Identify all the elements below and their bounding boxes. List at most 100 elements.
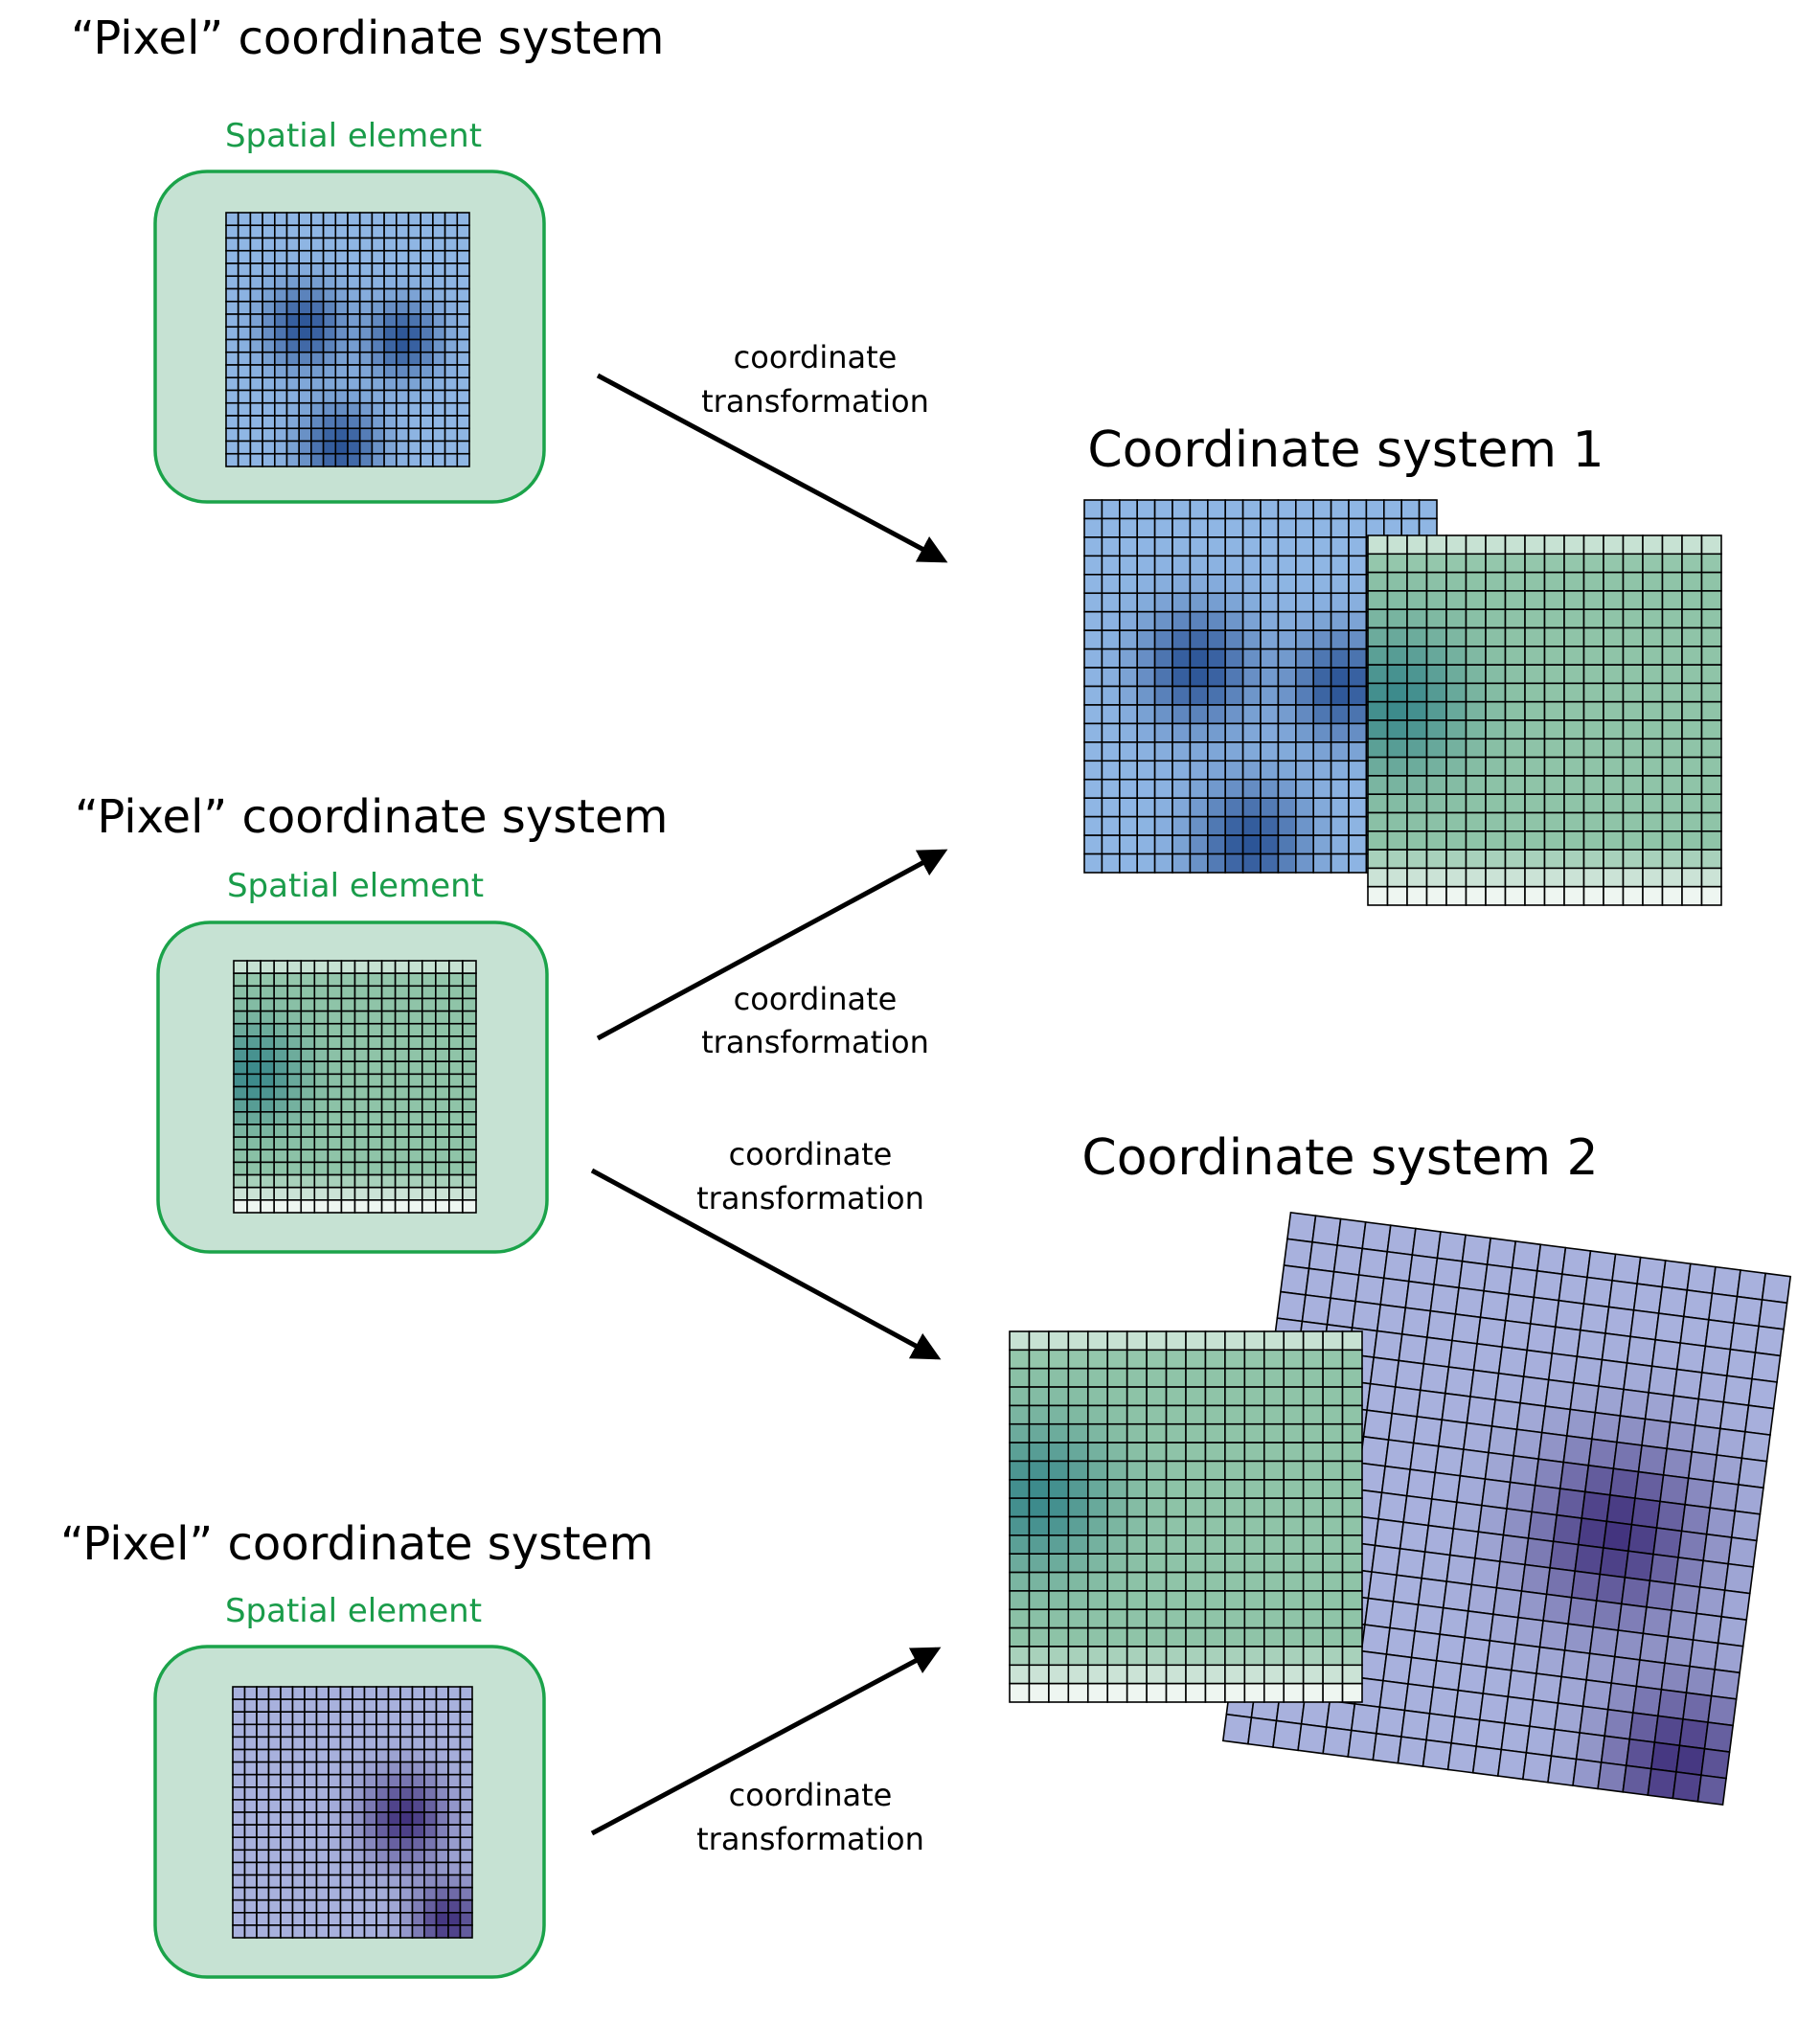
grid-cell <box>1106 1626 1128 1648</box>
grid-cell <box>1425 793 1447 814</box>
grid-cell <box>1700 1345 1732 1377</box>
grid-cell <box>1386 664 1408 685</box>
grid-cell <box>1722 1375 1753 1407</box>
grid-cell <box>304 1748 318 1763</box>
grid-cell <box>225 326 239 341</box>
grid-cell <box>280 1799 294 1813</box>
grid-cell <box>339 1761 353 1776</box>
grid-cell <box>243 1886 258 1901</box>
grid-cell <box>273 376 288 392</box>
grid-cell <box>1330 797 1350 818</box>
grid-cell <box>1341 1404 1363 1425</box>
grid-cell <box>322 389 337 404</box>
grid-cell <box>1207 499 1227 520</box>
grid-cell <box>1146 1626 1168 1648</box>
grid-cell <box>1416 1389 1446 1421</box>
grid-cell <box>444 287 459 303</box>
grid-cell <box>444 389 459 404</box>
grid-cell <box>286 1148 303 1164</box>
grid-cell <box>1207 852 1227 874</box>
grid-cell <box>411 1748 425 1763</box>
grid-cell <box>1425 830 1447 851</box>
grid-cell <box>1272 1719 1303 1752</box>
grid-cell <box>1642 867 1664 888</box>
grid-cell <box>1224 834 1244 855</box>
grid-cell <box>1277 629 1297 650</box>
grid-cell <box>1543 534 1565 556</box>
grid-cell <box>1243 1422 1265 1443</box>
grid-cell <box>358 326 374 341</box>
grid-cell <box>407 452 421 467</box>
grid-cell <box>328 1773 342 1788</box>
grid-cell <box>1504 719 1526 740</box>
grid-cell <box>273 1010 289 1025</box>
grid-cell <box>432 401 446 417</box>
grid-cell <box>262 364 276 379</box>
grid-cell <box>304 1799 318 1813</box>
grid-cell <box>1382 1250 1414 1283</box>
grid-cell <box>456 338 470 353</box>
grid-cell <box>1661 811 1683 832</box>
grid-cell <box>246 1148 262 1164</box>
grid-cell <box>459 1886 473 1901</box>
grid-cell <box>1543 811 1565 832</box>
grid-cell <box>1761 1272 1792 1305</box>
grid-cell <box>380 1111 397 1125</box>
grid-cell <box>267 1836 282 1852</box>
grid-cell <box>435 1060 450 1076</box>
grid-cell <box>340 1073 356 1088</box>
grid-cell <box>1563 645 1585 666</box>
grid-cell <box>291 1886 306 1901</box>
grid-cell <box>1295 797 1315 818</box>
grid-cell <box>380 1199 397 1214</box>
grid-cell <box>313 1173 330 1189</box>
grid-cell <box>1563 775 1585 796</box>
grid-cell <box>1622 664 1644 685</box>
grid-cell <box>339 1773 353 1788</box>
grid-cell <box>1495 1560 1526 1592</box>
grid-cell <box>1101 536 1121 557</box>
grid-cell <box>273 1199 289 1214</box>
grid-cell <box>383 376 398 392</box>
grid-cell <box>291 1736 306 1751</box>
grid-cell <box>1619 1388 1649 1421</box>
grid-cell <box>1622 571 1644 592</box>
grid-cell <box>352 1773 366 1788</box>
grid-cell <box>273 1173 289 1189</box>
grid-cell <box>1661 682 1683 703</box>
grid-cell <box>249 415 263 430</box>
grid-cell <box>315 1849 330 1864</box>
grid-cell <box>1526 1323 1557 1354</box>
grid-cell <box>246 1173 262 1189</box>
grid-cell <box>1524 849 1546 870</box>
grid-cell <box>1543 793 1565 814</box>
grid-cell <box>233 1035 248 1050</box>
grid-cell <box>395 224 410 239</box>
grid-cell <box>421 1173 437 1189</box>
grid-cell <box>262 275 276 290</box>
grid-cell <box>1119 573 1139 595</box>
grid-cell <box>1067 1646 1089 1667</box>
grid-cell <box>1302 1646 1324 1667</box>
grid-cell <box>432 249 446 264</box>
grid-cell <box>375 1698 390 1713</box>
grid-cell <box>1465 682 1487 703</box>
grid-cell <box>1445 738 1467 759</box>
grid-cell <box>407 1022 423 1037</box>
grid-cell <box>367 1085 383 1101</box>
grid-cell <box>262 313 276 329</box>
grid-cell <box>371 224 385 239</box>
grid-cell <box>267 1786 282 1801</box>
grid-cell <box>1425 645 1447 666</box>
grid-cell <box>1529 1698 1559 1731</box>
grid-cell <box>1686 1262 1717 1295</box>
grid-cell <box>462 1060 477 1076</box>
grid-cell <box>246 1161 262 1176</box>
grid-cell <box>1373 1330 1403 1362</box>
grid-cell <box>340 1148 356 1164</box>
grid-cell <box>448 1073 464 1088</box>
grid-cell <box>1375 1706 1406 1739</box>
grid-cell <box>371 275 385 290</box>
grid-cell <box>1386 1224 1417 1257</box>
grid-cell <box>1302 1534 1324 1555</box>
